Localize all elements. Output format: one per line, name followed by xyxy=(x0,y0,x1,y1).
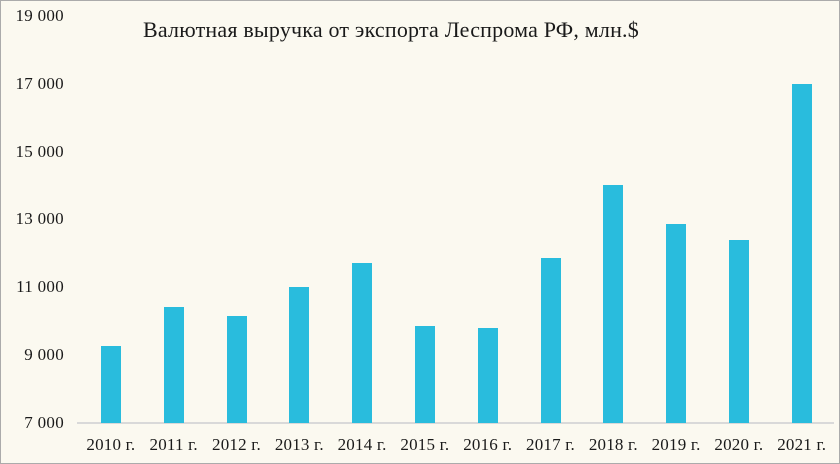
x-axis-label-2011: 2011 г. xyxy=(149,435,198,454)
bar-2014 xyxy=(352,263,373,423)
x-axis-label-2019: 2019 г. xyxy=(651,435,701,454)
x-axis-label-2016: 2016 г. xyxy=(463,435,513,454)
bar-2016 xyxy=(477,327,498,423)
bar-2011 xyxy=(163,307,184,423)
bar-2018 xyxy=(603,185,624,423)
bar-2019 xyxy=(666,224,687,423)
bar-2015 xyxy=(414,325,435,423)
y-tick-label-11000: 11 000 xyxy=(16,277,64,296)
y-tick-label-13000: 13 000 xyxy=(15,209,64,229)
y-tick-label-17000: 17 000 xyxy=(15,73,64,93)
bar-2012 xyxy=(226,315,247,423)
x-axis-label-2012: 2012 г. xyxy=(212,435,261,454)
x-axis-label-2020: 2020 г. xyxy=(714,435,764,454)
x-axis-label-2010: 2010 г. xyxy=(86,435,136,454)
x-axis-label-2015: 2015 г. xyxy=(400,435,450,454)
x-axis-label-2017: 2017 г. xyxy=(526,435,575,454)
x-axis-label-2018: 2018 г. xyxy=(588,435,638,454)
y-tick-label-19000: 19 000 xyxy=(15,6,64,25)
bar-2013 xyxy=(289,287,310,423)
x-axis-label-2021: 2021 г. xyxy=(777,435,827,454)
x-axis-label-2014: 2014 г. xyxy=(337,435,387,454)
bar-2010 xyxy=(100,346,121,423)
y-tick-label-9000: 9 000 xyxy=(24,344,64,364)
bar-2017 xyxy=(540,258,561,423)
x-axis-label-2013: 2013 г. xyxy=(274,435,324,454)
chart-title: Валютная выручка от экспорта Леспрома РФ… xyxy=(143,17,639,42)
x-axis-line xyxy=(77,422,834,424)
y-tick-label-7000: 7 000 xyxy=(24,412,64,432)
bar-2020 xyxy=(728,239,749,423)
bar-2021 xyxy=(791,83,812,423)
y-tick-label-15000: 15 000 xyxy=(15,141,64,161)
